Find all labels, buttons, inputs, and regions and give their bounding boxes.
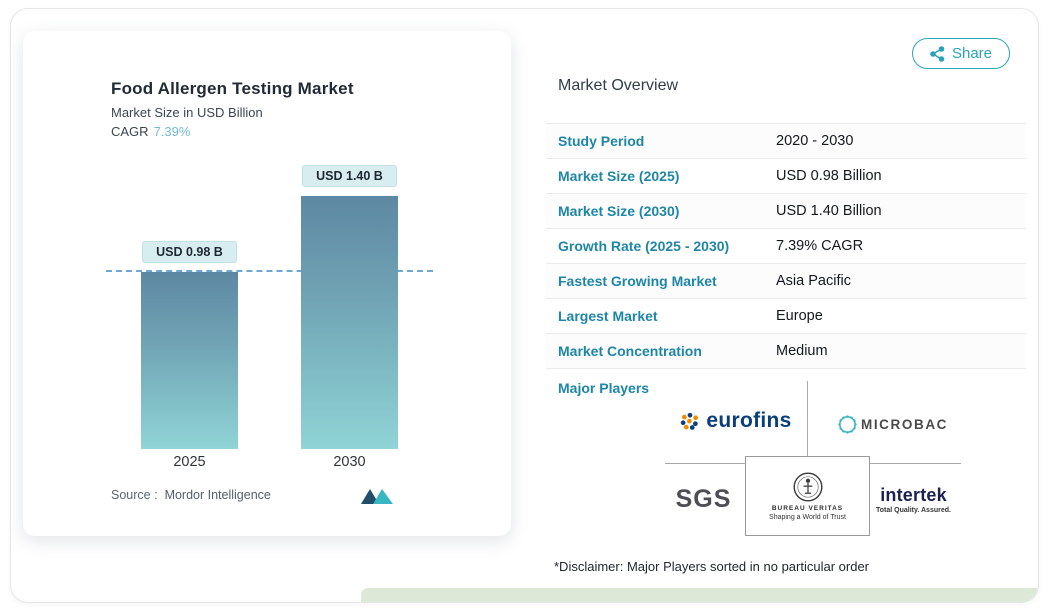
- row-value: 2020 - 2030: [776, 133, 854, 149]
- chart-subtitle: Market Size in USD Billion: [111, 105, 263, 120]
- cagr-row: CAGR 7.39%: [111, 124, 190, 139]
- share-label: Share: [951, 45, 992, 62]
- x-axis-label-2030: 2030: [333, 454, 366, 470]
- eurofins-dots-icon: [681, 412, 699, 430]
- table-row: Market Concentration Medium: [546, 334, 1026, 369]
- bar-2030: [301, 196, 398, 449]
- players-divider-vertical: [807, 381, 808, 463]
- bar-group-2030: USD 1.40 B: [301, 165, 398, 449]
- eurofins-wordmark: eurofins: [706, 409, 792, 432]
- overview-title: Market Overview: [558, 77, 679, 94]
- bar-value-label: USD 1.40 B: [302, 165, 397, 187]
- microbac-logo: MICROBAC: [819, 415, 967, 434]
- row-value: Asia Pacific: [776, 273, 851, 289]
- sgs-logo: SGS: [675, 485, 732, 513]
- source-value: Mordor Intelligence: [164, 488, 271, 502]
- cagr-label: CAGR: [111, 124, 149, 139]
- cagr-value: 7.39%: [153, 124, 191, 139]
- table-row: Market Size (2030) USD 1.40 Billion: [546, 194, 1026, 229]
- microbac-wordmark: MICROBAC: [860, 417, 949, 432]
- row-label: Market Size (2025): [558, 168, 680, 184]
- major-players-label: Major Players: [558, 380, 650, 396]
- row-value: USD 0.98 Billion: [776, 168, 882, 184]
- table-row: Largest Market Europe: [546, 299, 1026, 334]
- intertek-tagline: Total Quality. Assured.: [876, 507, 951, 514]
- chart-card: Food Allergen Testing Market Market Size…: [23, 31, 511, 536]
- eurofins-logo: eurofins: [666, 409, 806, 433]
- bv-emblem-icon: [793, 472, 822, 502]
- table-row: Fastest Growing Market Asia Pacific: [546, 264, 1026, 299]
- table-row: Market Size (2025) USD 0.98 Billion: [546, 159, 1026, 194]
- source-row: Source : Mordor Intelligence: [111, 488, 271, 502]
- bar-2025: [141, 272, 238, 449]
- microbac-hex-icon: [838, 415, 857, 434]
- row-value: Medium: [776, 343, 828, 359]
- players-disclaimer: *Disclaimer: Major Players sorted in no …: [554, 559, 870, 574]
- market-overview-table: Study Period 2020 - 2030 Market Size (20…: [546, 123, 1026, 369]
- row-label: Study Period: [558, 133, 645, 149]
- source-label: Source :: [111, 488, 158, 502]
- footer-accent-strip: [361, 588, 1038, 602]
- row-label: Fastest Growing Market: [558, 273, 717, 289]
- share-button[interactable]: Share: [911, 38, 1010, 69]
- chart-title: Food Allergen Testing Market: [111, 79, 354, 98]
- table-row: Growth Rate (2025 - 2030) 7.39% CAGR: [546, 229, 1026, 264]
- row-value: Europe: [776, 308, 823, 324]
- x-axis-label-2025: 2025: [173, 454, 206, 470]
- intertek-wordmark: intertek: [880, 485, 947, 505]
- reference-line: [106, 270, 433, 272]
- report-card: Food Allergen Testing Market Market Size…: [10, 8, 1039, 603]
- bureau-veritas-tagline: Shaping a World of Trust: [769, 514, 846, 521]
- bureau-veritas-wordmark: BUREAU VERITAS: [771, 505, 844, 512]
- row-label: Market Size (2030): [558, 203, 680, 219]
- bar-group-2025: USD 0.98 B: [141, 241, 238, 449]
- row-label: Growth Rate (2025 - 2030): [558, 238, 730, 254]
- table-row: Study Period 2020 - 2030: [546, 124, 1026, 159]
- bureau-veritas-logo: BUREAU VERITAS Shaping a World of Trust: [745, 456, 870, 536]
- row-label: Market Concentration: [558, 343, 702, 359]
- share-icon: [930, 45, 945, 62]
- mordor-intelligence-logo: [361, 489, 393, 504]
- bar-value-label: USD 0.98 B: [142, 241, 237, 263]
- row-label: Largest Market: [558, 308, 658, 324]
- row-value: 7.39% CAGR: [776, 238, 864, 254]
- intertek-logo: intertek Total Quality. Assured.: [861, 485, 966, 514]
- row-value: USD 1.40 Billion: [776, 203, 882, 219]
